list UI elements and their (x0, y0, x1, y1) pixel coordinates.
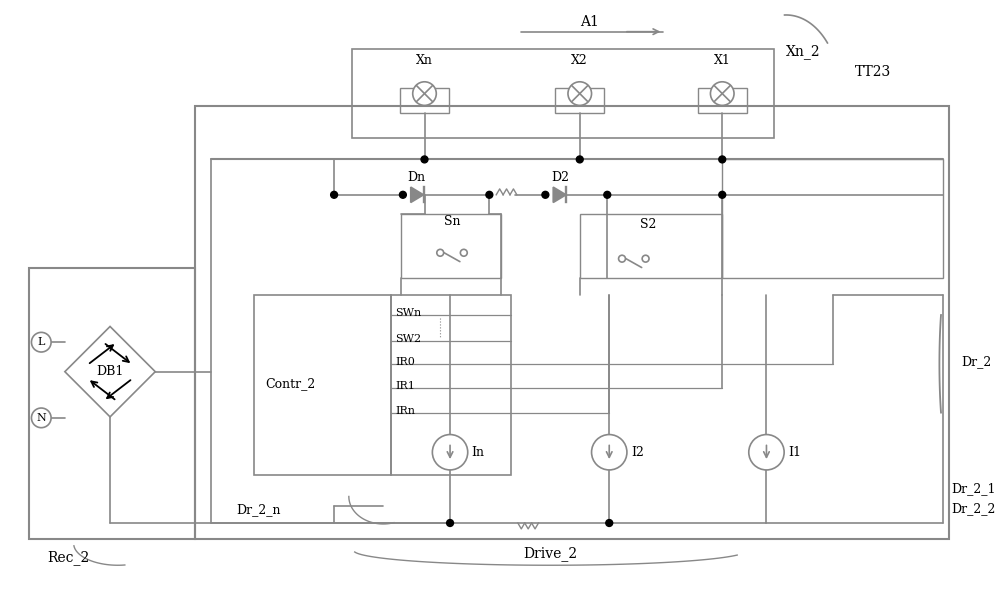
Bar (722, 160, 943, 278)
Polygon shape (411, 187, 424, 202)
Text: I1: I1 (788, 446, 801, 459)
Polygon shape (65, 327, 155, 417)
Circle shape (447, 519, 453, 527)
Text: Dn: Dn (408, 171, 426, 184)
Text: S2: S2 (640, 218, 657, 231)
Text: SW2: SW2 (395, 334, 421, 345)
Text: IR0: IR0 (395, 357, 415, 367)
Circle shape (719, 192, 726, 198)
Text: Dr_2_1: Dr_2_1 (951, 482, 996, 495)
Circle shape (432, 435, 468, 470)
Text: DB1: DB1 (96, 365, 124, 378)
Circle shape (437, 249, 444, 256)
Text: Sn: Sn (444, 215, 460, 228)
Bar (29, 269, 195, 538)
Text: Xn_2: Xn_2 (786, 44, 821, 59)
Text: Xn: Xn (416, 54, 433, 66)
Circle shape (31, 332, 51, 352)
Text: Contr_2: Contr_2 (265, 377, 316, 390)
Text: D2: D2 (551, 171, 569, 184)
Text: L: L (38, 337, 45, 347)
Text: Drive_2: Drive_2 (523, 546, 577, 561)
Circle shape (604, 192, 611, 198)
Text: TT23: TT23 (855, 65, 891, 79)
Text: Dr_2_n: Dr_2_n (236, 503, 280, 516)
Text: I2: I2 (631, 446, 644, 459)
Circle shape (710, 82, 734, 106)
Bar (555, 88, 604, 113)
Text: N: N (36, 413, 46, 423)
Bar (400, 88, 449, 113)
Text: Dr_2_2: Dr_2_2 (951, 502, 996, 515)
Text: X2: X2 (571, 54, 588, 66)
Circle shape (31, 408, 51, 428)
Text: Dr_2: Dr_2 (961, 355, 991, 368)
Circle shape (542, 192, 549, 198)
Text: IR1: IR1 (395, 381, 415, 391)
Text: A1: A1 (580, 15, 599, 29)
Text: In: In (472, 446, 485, 459)
Bar (401, 215, 501, 278)
Polygon shape (553, 187, 566, 202)
Circle shape (460, 249, 467, 256)
Bar (391, 295, 511, 475)
Circle shape (749, 435, 784, 470)
Bar (352, 49, 774, 138)
Bar (195, 106, 949, 538)
Text: SWn: SWn (395, 308, 421, 318)
Circle shape (421, 156, 428, 163)
Circle shape (592, 435, 627, 470)
Circle shape (576, 156, 583, 163)
Circle shape (568, 82, 592, 106)
Circle shape (619, 255, 625, 262)
Circle shape (606, 519, 613, 527)
Text: IRn: IRn (395, 406, 415, 416)
Bar (580, 215, 722, 278)
Bar (254, 295, 391, 475)
Text: X1: X1 (714, 54, 731, 66)
Circle shape (331, 192, 338, 198)
Circle shape (642, 255, 649, 262)
Circle shape (486, 192, 493, 198)
Text: Rec_2: Rec_2 (47, 550, 89, 565)
Circle shape (413, 82, 436, 106)
Circle shape (399, 192, 406, 198)
Bar (698, 88, 747, 113)
Circle shape (719, 156, 726, 163)
